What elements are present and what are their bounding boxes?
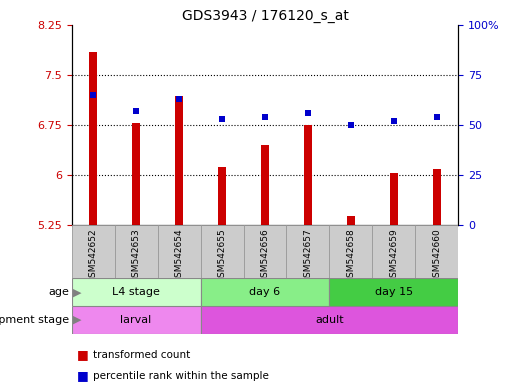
Point: [261, 114, 269, 120]
Point: [218, 116, 226, 122]
Text: GSM542656: GSM542656: [261, 228, 269, 283]
Point: [89, 92, 98, 98]
Bar: [433, 169, 441, 225]
Bar: [243, 225, 287, 278]
Bar: [390, 174, 398, 225]
Bar: [330, 278, 458, 306]
Point: [347, 122, 355, 128]
Bar: [218, 167, 226, 225]
Bar: [157, 225, 200, 278]
Text: larval: larval: [120, 315, 152, 325]
Bar: [89, 51, 97, 225]
Bar: [72, 306, 200, 334]
Text: day 6: day 6: [250, 287, 280, 297]
Text: ■: ■: [77, 369, 89, 382]
Bar: [347, 216, 355, 225]
Text: GSM542655: GSM542655: [217, 228, 226, 283]
Bar: [330, 225, 373, 278]
Bar: [72, 225, 114, 278]
Bar: [416, 225, 458, 278]
Text: age: age: [48, 287, 69, 297]
Text: ▶: ▶: [73, 315, 81, 325]
Text: GSM542654: GSM542654: [174, 228, 183, 283]
Bar: [200, 278, 330, 306]
Text: GSM542659: GSM542659: [390, 228, 399, 283]
Text: adult: adult: [315, 315, 344, 325]
Point: [432, 114, 441, 120]
Text: L4 stage: L4 stage: [112, 287, 160, 297]
Point: [390, 118, 398, 124]
Text: GSM542658: GSM542658: [347, 228, 356, 283]
Text: transformed count: transformed count: [93, 350, 190, 360]
Text: percentile rank within the sample: percentile rank within the sample: [93, 371, 269, 381]
Point: [175, 96, 183, 102]
Bar: [261, 145, 269, 225]
Point: [304, 110, 312, 116]
Bar: [287, 225, 330, 278]
Bar: [200, 306, 458, 334]
Bar: [373, 225, 416, 278]
Text: day 15: day 15: [375, 287, 413, 297]
Text: GSM542660: GSM542660: [432, 228, 441, 283]
Bar: [304, 125, 312, 225]
Bar: [175, 96, 183, 225]
Title: GDS3943 / 176120_s_at: GDS3943 / 176120_s_at: [182, 8, 348, 23]
Text: GSM542653: GSM542653: [131, 228, 140, 283]
Text: GSM542652: GSM542652: [89, 228, 98, 283]
Text: development stage: development stage: [0, 315, 69, 325]
Bar: [200, 225, 243, 278]
Text: GSM542657: GSM542657: [304, 228, 313, 283]
Text: ■: ■: [77, 348, 89, 361]
Bar: [114, 225, 157, 278]
Text: ▶: ▶: [73, 287, 81, 297]
Bar: [132, 123, 140, 225]
Bar: [72, 278, 200, 306]
Point: [132, 108, 140, 114]
